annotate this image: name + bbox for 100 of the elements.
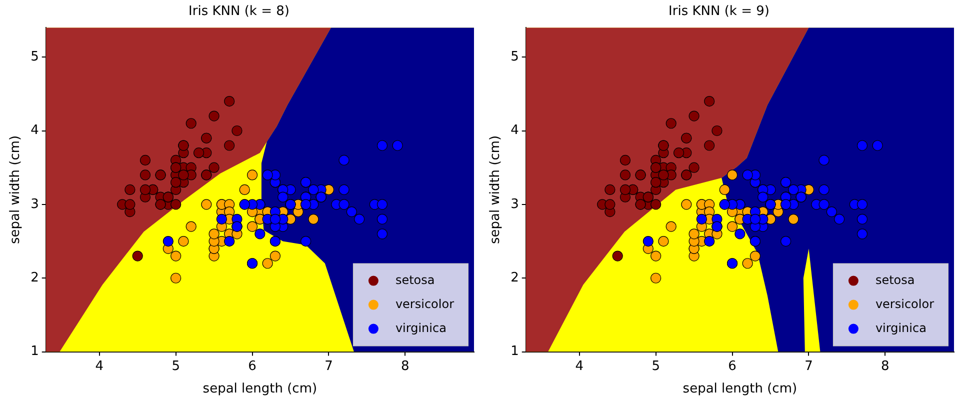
y-tick-label: 1 — [510, 344, 519, 360]
point — [140, 170, 151, 180]
point — [666, 221, 676, 232]
y-axis-title: sepal width (cm) — [488, 135, 504, 244]
point — [673, 148, 684, 158]
point — [270, 214, 281, 224]
point — [278, 192, 288, 202]
point — [650, 199, 662, 210]
point — [170, 177, 182, 188]
point — [376, 199, 388, 210]
point — [208, 162, 220, 173]
legend-label: virginica — [875, 320, 926, 335]
point — [688, 162, 700, 173]
point — [170, 250, 182, 262]
x-tick-label: 7 — [324, 358, 333, 374]
point — [208, 228, 220, 240]
point — [186, 221, 196, 232]
point — [604, 184, 616, 195]
point — [224, 140, 235, 151]
y-tick-label: 5 — [30, 49, 39, 64]
point — [834, 214, 845, 224]
point — [620, 154, 631, 166]
point — [704, 96, 715, 107]
legend-label: versicolor — [875, 296, 934, 311]
point — [186, 118, 196, 129]
point — [650, 272, 662, 284]
x-tick-label: 6 — [728, 358, 736, 374]
point — [224, 96, 235, 107]
point — [178, 170, 189, 180]
legend-label: setosa — [875, 272, 915, 287]
point — [704, 140, 715, 151]
point — [124, 199, 136, 210]
x-tick-label: 8 — [401, 358, 410, 374]
point — [666, 118, 676, 129]
point — [308, 184, 319, 195]
point — [872, 140, 883, 151]
point — [170, 272, 182, 284]
chart-title: Iris KNN (k = 9) — [668, 4, 770, 20]
point — [246, 221, 258, 232]
point — [224, 236, 235, 247]
point — [216, 214, 228, 224]
point — [826, 206, 837, 218]
legend-label: setosa — [395, 272, 435, 287]
x-axis-title: sepal length (cm) — [682, 382, 798, 397]
point — [788, 214, 799, 224]
y-tick-label: 5 — [510, 49, 519, 64]
point — [270, 250, 281, 262]
point — [193, 148, 204, 158]
point — [688, 110, 700, 122]
point — [338, 184, 350, 195]
point — [788, 184, 799, 195]
y-tick-label: 2 — [510, 270, 519, 286]
point — [726, 170, 738, 180]
chart-title: Iris KNN (k = 8) — [188, 4, 290, 20]
legend-label: virginica — [395, 320, 446, 335]
point — [246, 170, 258, 180]
point — [719, 184, 730, 195]
point — [254, 228, 266, 240]
point — [758, 192, 768, 202]
point — [681, 199, 692, 210]
point — [124, 184, 136, 195]
y-tick-label: 3 — [30, 196, 39, 212]
point — [604, 199, 616, 210]
x-tick-label: 5 — [172, 358, 180, 374]
x-tick-label: 5 — [652, 358, 660, 374]
y-tick-label: 4 — [30, 123, 39, 138]
x-tick-label: 4 — [575, 358, 584, 374]
point — [308, 214, 319, 224]
point — [856, 228, 868, 240]
point — [208, 110, 220, 122]
point — [620, 170, 631, 180]
point — [750, 214, 761, 224]
point — [376, 228, 388, 240]
point — [376, 214, 388, 224]
y-tick-label: 1 — [30, 344, 39, 360]
point — [346, 206, 357, 218]
point — [178, 236, 189, 247]
point — [239, 184, 250, 195]
point — [856, 140, 868, 151]
point — [658, 236, 669, 247]
point — [650, 177, 662, 188]
point — [201, 199, 212, 210]
legend-label: versicolor — [395, 296, 454, 311]
y-axis-title: sepal width (cm) — [8, 135, 24, 244]
point — [338, 199, 350, 210]
point — [742, 170, 753, 180]
point — [750, 250, 761, 262]
y-tick-label: 3 — [510, 196, 519, 212]
point — [642, 236, 654, 247]
point — [726, 221, 738, 232]
point — [170, 199, 182, 210]
x-tick-label: 8 — [881, 358, 890, 374]
point — [232, 125, 242, 136]
point — [688, 228, 700, 240]
point — [712, 125, 722, 136]
x-axis-title: sepal length (cm) — [202, 382, 318, 397]
point — [696, 214, 708, 224]
point — [262, 258, 273, 269]
y-tick-label: 4 — [510, 123, 519, 138]
point — [704, 236, 715, 247]
